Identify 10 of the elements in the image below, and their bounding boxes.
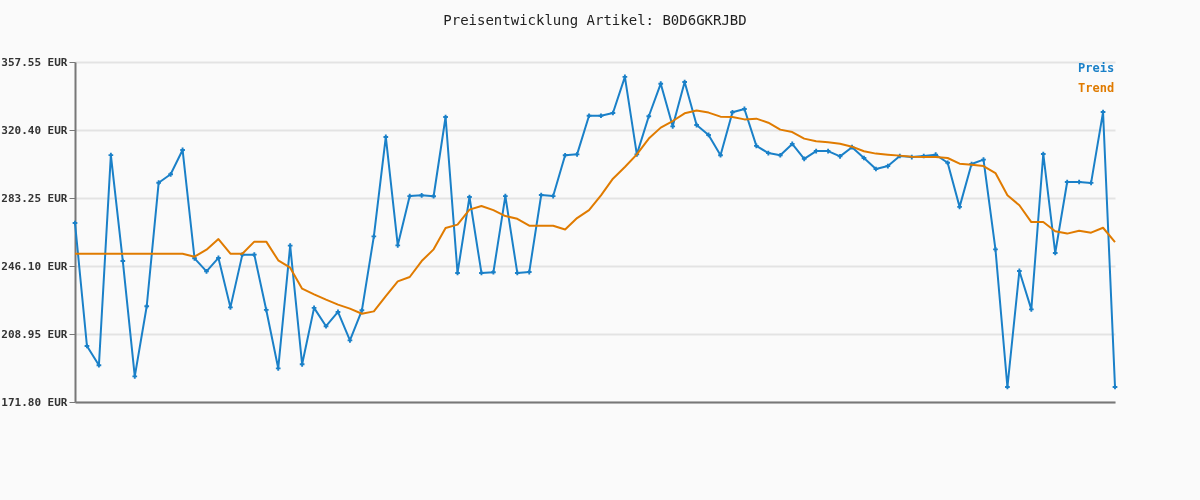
y-tick-label: 357.55 EUR: [1, 55, 68, 69]
y-tick-label: 171.80 EUR: [1, 395, 68, 409]
chart-title: Preisentwicklung Artikel: B0D6GKRJBD: [443, 12, 747, 28]
y-tick-label: 246.10 EUR: [1, 259, 68, 273]
text: Trend: [1078, 81, 1115, 95]
y-tick-label: 320.40 EUR: [1, 123, 68, 137]
y-tick-label: 208.95 EUR: [1, 327, 68, 341]
y-tick-label: 283.25 EUR: [1, 191, 68, 205]
text: Preis: [1078, 61, 1115, 75]
line-series: [74, 109, 1116, 315]
